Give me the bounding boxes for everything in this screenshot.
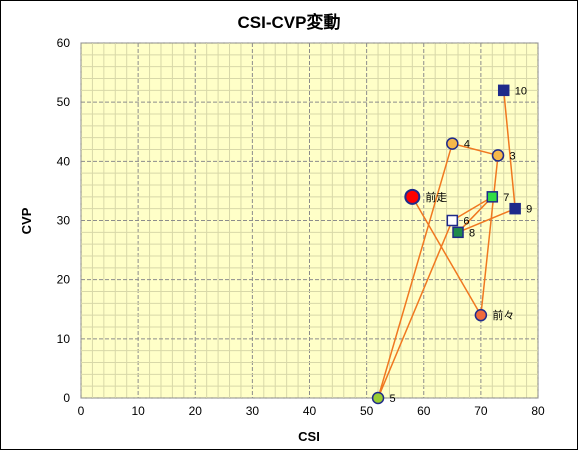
y-tick-label: 20 bbox=[57, 273, 71, 287]
y-tick-label: 60 bbox=[57, 36, 71, 50]
y-tick-label: 10 bbox=[57, 332, 71, 346]
point-marker bbox=[474, 308, 488, 322]
chart-title: CSI-CVP変動 bbox=[238, 12, 341, 32]
x-tick-label: 30 bbox=[246, 404, 260, 418]
point-label: 10 bbox=[515, 85, 527, 97]
point-label: 5 bbox=[390, 393, 396, 405]
y-axis-title: CVP bbox=[19, 207, 34, 234]
point-marker bbox=[452, 226, 464, 239]
x-axis-title: CSI bbox=[298, 429, 320, 444]
x-tick-label: 70 bbox=[474, 404, 488, 418]
point-marker bbox=[404, 188, 421, 205]
point-marker bbox=[446, 137, 459, 150]
point-marker bbox=[509, 202, 521, 215]
x-tick-label: 40 bbox=[303, 404, 317, 418]
y-tick-label: 0 bbox=[63, 391, 70, 405]
tick-labels: 0 10 20 30 40 50 60 70 80 0 10 20 30 40 50 60 bbox=[57, 36, 545, 418]
x-tick-label: 10 bbox=[131, 404, 145, 418]
point-label: 4 bbox=[464, 139, 470, 151]
y-tick-label: 50 bbox=[57, 95, 71, 109]
point-label: 6 bbox=[463, 216, 469, 228]
x-tick-label: 20 bbox=[189, 404, 203, 418]
trend-line bbox=[377, 90, 516, 399]
x-tick-label: 50 bbox=[360, 404, 374, 418]
point-label: 9 bbox=[526, 204, 532, 216]
x-tick-label: 80 bbox=[531, 404, 545, 418]
point-label: 3 bbox=[510, 150, 516, 162]
series-polyline bbox=[377, 90, 516, 399]
x-tick-label: 60 bbox=[417, 404, 431, 418]
y-tick-label: 30 bbox=[57, 214, 71, 228]
point-label: 前走 bbox=[425, 190, 447, 204]
x-tick-label: 0 bbox=[78, 404, 85, 418]
point-label: 前々 bbox=[492, 308, 514, 322]
point-marker bbox=[446, 214, 459, 227]
y-tick-label: 40 bbox=[57, 154, 71, 168]
point-marker bbox=[486, 191, 499, 203]
point-marker bbox=[371, 391, 385, 405]
point-marker bbox=[491, 149, 505, 162]
point-marker bbox=[497, 84, 510, 97]
point-label: 7 bbox=[503, 192, 509, 204]
point-label: 8 bbox=[469, 227, 475, 239]
